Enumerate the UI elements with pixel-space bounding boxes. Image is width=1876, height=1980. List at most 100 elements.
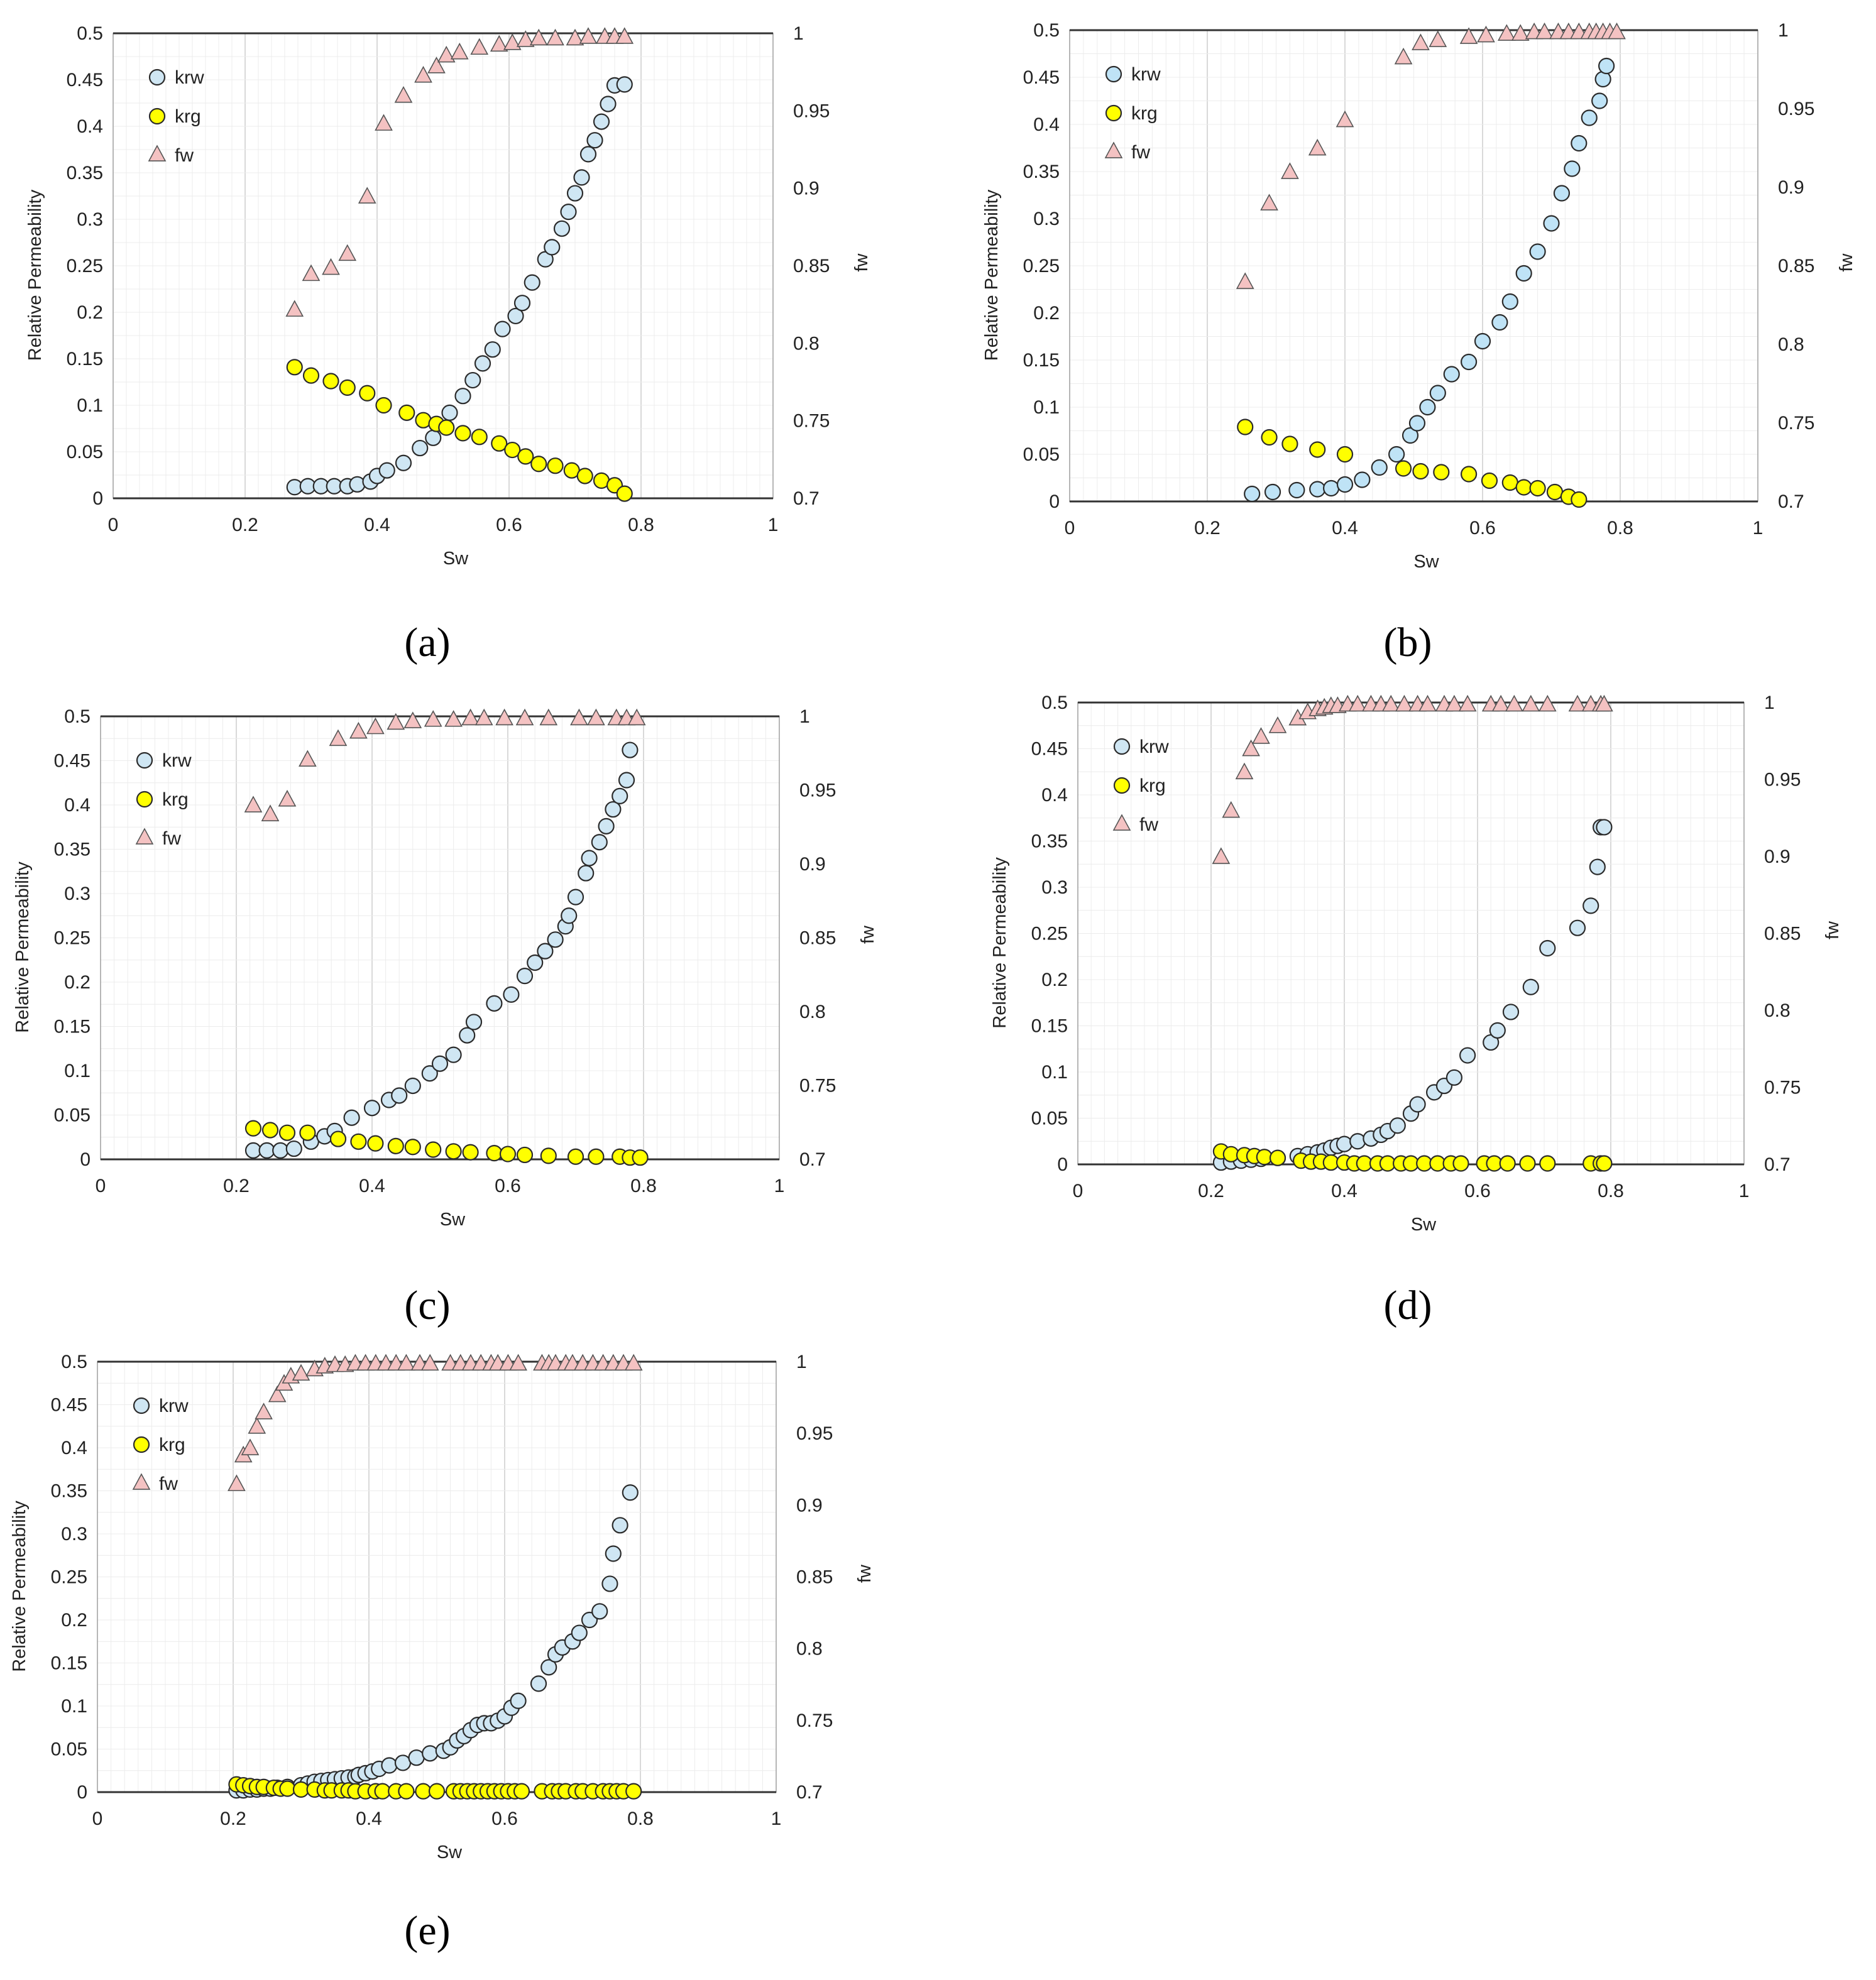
krg-point	[632, 1149, 649, 1166]
krw-point	[581, 850, 598, 867]
krw-point	[1460, 353, 1478, 371]
y2-tick-label: 1	[799, 706, 810, 727]
krw-point	[540, 1659, 557, 1676]
legend-label-krg: krg	[162, 789, 189, 810]
legend-krg-marker	[1113, 777, 1131, 794]
legend-krg-marker	[148, 107, 166, 125]
y2-tick-label: 0.75	[793, 411, 830, 432]
fw-point	[387, 713, 405, 730]
series-fw	[1236, 22, 1626, 289]
y-tick-label: 0.5	[64, 706, 91, 727]
series-krg	[244, 1120, 649, 1166]
y-tick-label: 0.45	[1023, 67, 1060, 88]
fw-point	[1445, 694, 1464, 712]
fw-point	[1511, 24, 1530, 41]
krg-point	[1529, 479, 1546, 497]
krw-point	[1336, 476, 1354, 493]
krg-point	[1261, 429, 1278, 446]
krw-point	[1409, 1096, 1426, 1113]
legend: krw krg fw	[1104, 64, 1161, 163]
y-tick-label: 0.3	[64, 883, 91, 904]
krw-point	[425, 429, 442, 446]
krg-point	[425, 1141, 442, 1158]
krw-point	[616, 76, 633, 93]
fw-point	[1568, 694, 1587, 712]
krw-point	[1596, 819, 1613, 836]
krw-point	[1581, 109, 1598, 126]
y2-tick-label: 0.7	[793, 488, 820, 509]
fw-point	[615, 27, 634, 44]
x-tick-label: 0.6	[1464, 1181, 1491, 1201]
krw-point	[566, 185, 584, 202]
y2-tick-label: 0.95	[793, 101, 830, 121]
krw-point	[1389, 1117, 1406, 1134]
y-tick-label: 0.05	[51, 1739, 87, 1760]
krw-point	[527, 954, 544, 971]
krw-point	[1443, 366, 1460, 383]
x-axis-title: Sw	[1413, 552, 1439, 572]
y-tick-label: 0.35	[51, 1481, 87, 1502]
y-tick-label: 0.3	[77, 209, 103, 230]
series-krg	[228, 1776, 642, 1800]
legend-krw-marker	[148, 68, 166, 86]
fw-point	[1336, 110, 1354, 128]
krw-point	[578, 865, 595, 882]
y-tick-label: 0.4	[61, 1438, 87, 1458]
krw-point	[1264, 483, 1281, 501]
fw-point	[394, 85, 413, 103]
y2-tick-label: 1	[793, 23, 804, 44]
krw-point	[431, 1055, 449, 1072]
krw-point	[1569, 919, 1586, 936]
krw-point	[605, 1545, 622, 1562]
y2-tick-label: 0.9	[793, 178, 820, 199]
krg-point	[1412, 462, 1429, 480]
panel-label-b: (b)	[1383, 620, 1432, 665]
fw-point	[495, 708, 513, 726]
fw-point	[248, 1417, 266, 1434]
fw-point	[1538, 694, 1557, 712]
y2-axis-title: fw	[1836, 253, 1857, 271]
y-tick-label: 0.15	[51, 1653, 87, 1674]
y2-tick-label: 0.8	[1778, 334, 1804, 355]
y2-tick-label: 0.8	[799, 1002, 826, 1022]
y-axis-title: Relative Permeability	[9, 1501, 30, 1672]
legend-krw-marker	[133, 1397, 150, 1414]
krw-point	[1543, 215, 1560, 232]
fw-point	[397, 1354, 415, 1371]
fw-point	[1281, 162, 1299, 179]
fw-point	[1381, 694, 1400, 712]
fw-point	[403, 711, 422, 728]
y-tick-label: 0.4	[64, 795, 91, 816]
krg-point	[359, 385, 376, 402]
legend-krg-marker	[136, 790, 153, 808]
y-tick-label: 0	[1049, 491, 1060, 512]
krw-point	[1539, 939, 1556, 957]
y2-tick-label: 0.95	[799, 780, 836, 801]
legend-label-fw: fw	[162, 828, 181, 849]
panel-label-e: (e)	[404, 1908, 451, 1954]
x-axis-title: Sw	[440, 1210, 466, 1230]
gridlines	[1078, 703, 1744, 1164]
y-tick-label: 0.35	[1023, 161, 1060, 182]
gridlines	[1070, 30, 1758, 501]
krg-point	[588, 1148, 605, 1165]
y2-tick-label: 0.8	[796, 1639, 823, 1660]
krw-point	[591, 1603, 608, 1620]
krg-point	[516, 1146, 534, 1164]
fw-point	[1429, 30, 1447, 47]
series-fw	[285, 27, 634, 317]
fw-point	[1458, 694, 1477, 712]
y2-tick-label: 0.85	[1778, 256, 1814, 276]
krg-point	[1460, 466, 1478, 483]
y-tick-label: 0.15	[67, 349, 103, 369]
x-tick-label: 0	[1073, 1181, 1083, 1201]
legend-krw-marker	[1113, 738, 1131, 755]
y-tick-label: 0.25	[54, 928, 91, 949]
y-tick-label: 0.45	[1031, 739, 1068, 760]
fw-point	[509, 1354, 527, 1371]
x-tick-label: 0.2	[1198, 1181, 1224, 1201]
krg-point	[530, 456, 547, 473]
fw-point	[322, 258, 340, 275]
y-tick-label: 0.35	[54, 840, 91, 860]
krw-point	[1371, 459, 1388, 476]
